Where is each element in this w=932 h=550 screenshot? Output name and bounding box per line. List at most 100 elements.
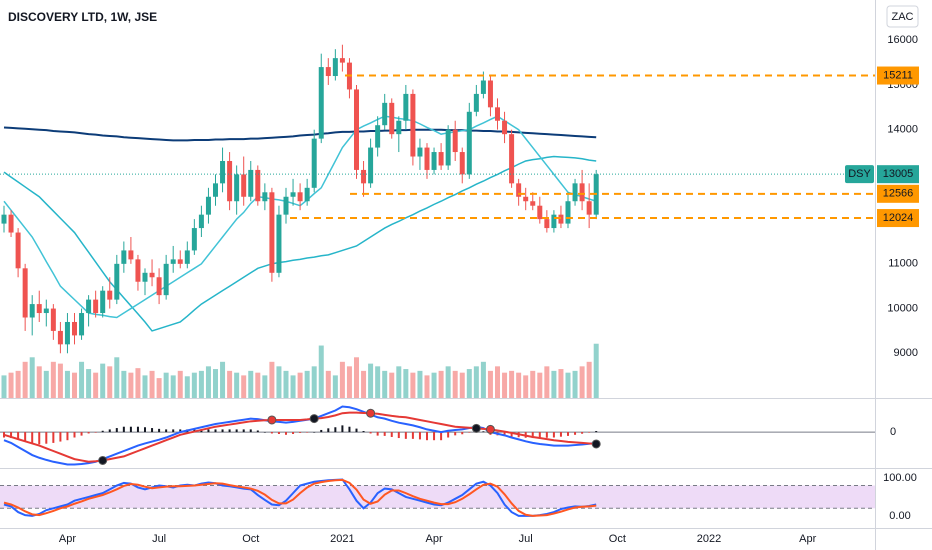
macd-histogram-bar [165,429,168,433]
volume-bar [487,370,493,398]
macd-cross-marker [98,455,108,465]
volume-bar [565,372,571,398]
currency-box[interactable] [886,5,919,28]
macd-histogram-bar [341,425,344,433]
candle-body [325,67,331,77]
volume-bar [424,375,430,398]
x-tick-label: Jul [152,533,166,545]
macd-histogram-bar [320,429,323,433]
candle-body [530,201,536,206]
candle-body [114,263,120,300]
candle-body [234,174,240,202]
macd-histogram-bar [277,432,280,434]
volume-bar [572,370,578,398]
candle-body [354,89,359,170]
volume-bar [276,366,282,398]
candle-body [297,192,303,202]
stoch-line [3,478,597,517]
symbol-label-box [845,165,874,184]
volume-bar [346,366,352,398]
macd-histogram-bar [461,432,464,435]
volume-bar [15,370,21,398]
volume-bar [128,372,134,398]
macd-histogram-bar [207,429,210,433]
macd-histogram-bar [73,432,76,438]
macd-histogram-bar [179,429,182,433]
candle-body [431,152,437,170]
candle-body [276,214,282,273]
macd-histogram-bar [228,429,231,433]
candle-body [220,160,226,184]
volume-bar [198,370,204,398]
candle-body [15,232,21,269]
price-axis-background [876,0,932,550]
macd-histogram-bar [108,429,111,433]
volume-bar [241,375,247,398]
volume-bar [1,375,7,398]
stoch-line [3,478,597,517]
volume-bar [586,361,592,398]
macd-tick-label: 0 [890,426,896,438]
x-tick-label: Oct [609,533,626,545]
volume-bar [516,372,522,398]
price-level-label-box [877,66,919,85]
macd-histogram-bar [17,432,20,440]
candle-body [50,308,56,331]
macd-histogram-bar [327,428,330,433]
volume-bar [459,372,465,398]
macd-histogram-bar [235,429,238,433]
volume-bar [86,369,92,398]
candle-body [495,107,500,121]
x-tick-label: Jul [519,533,533,545]
volume-bar [593,343,599,398]
macd-histogram-bar [306,432,309,433]
macd-histogram-bar [588,432,591,433]
volume-bar [72,372,77,398]
chart-title: DISCOVERY LTD, 1W, JSE [8,10,157,24]
candle-body [43,308,49,314]
macd-histogram-bar [538,432,541,439]
volume-bar [220,361,226,398]
volume-bar [22,361,28,398]
volume-bar [262,375,268,398]
y-tick-label: 10000 [887,302,918,314]
candle-body [445,129,451,166]
currency: ZAC [892,11,914,23]
candle-body [565,201,571,224]
x-tick-label: 2021 [330,533,354,545]
candle-body [241,174,247,197]
macd-histogram-bar [595,431,598,433]
macd-histogram-bar [3,432,5,438]
candle-body [572,183,578,202]
volume-bar [114,357,120,398]
macd-histogram-bar [59,432,62,442]
macd-histogram-bar [581,432,584,434]
volume-bar [325,370,331,398]
macd-histogram-bar [426,432,428,441]
candle-body [361,169,367,184]
volume-bar [311,366,317,398]
macd-histogram-bar [482,431,485,433]
macd-histogram-bar [214,429,217,433]
candle-body [135,259,141,282]
candle-body [368,147,374,184]
candle-body [579,183,585,202]
macd-histogram-bar [348,426,351,433]
volume-bar [480,361,486,398]
volume-bar [57,363,63,398]
candle-body [149,272,155,278]
candle-body [191,228,197,251]
moving-average-line [3,126,597,142]
candle-body [382,102,388,126]
candle-body [410,93,416,157]
price-level-label: 12566 [883,188,914,200]
macd-histogram-bar [510,432,513,437]
macd-histogram-bar [468,432,471,433]
candle-body [438,152,444,166]
candle-body [29,304,35,318]
candle-body [177,259,183,264]
volume-bar [509,370,515,398]
candle-body [22,268,28,318]
macd-histogram-bar [172,429,175,433]
candle-body [417,147,423,157]
